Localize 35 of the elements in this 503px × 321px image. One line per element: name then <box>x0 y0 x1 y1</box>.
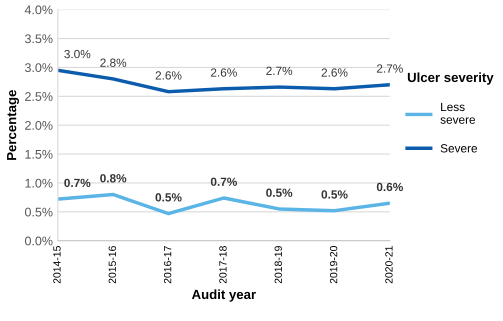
x-tick-label: 2019-20 <box>330 246 338 284</box>
data-label: 2.7% <box>266 66 292 75</box>
data-label: 0.5% <box>266 188 292 197</box>
data-label: 0.6% <box>376 182 403 192</box>
y-tick-label: 2.5% <box>25 92 53 101</box>
y-tick-label: 0.5% <box>24 208 53 217</box>
legend-label: Less severe <box>440 102 476 124</box>
data-label: 2.6% <box>322 68 348 77</box>
x-axis-title: Audit year <box>192 289 256 302</box>
y-tick-label: 2.0% <box>25 120 53 130</box>
x-tick-label: 2018-19 <box>274 246 282 284</box>
y-tick-label: 1.5% <box>25 150 53 159</box>
data-label: 0.7% <box>210 178 237 186</box>
y-tick-label: 1.0% <box>25 178 53 188</box>
x-tick-label: 2016-17 <box>164 246 172 284</box>
data-label: 0.8% <box>100 174 126 182</box>
y-axis-title: Percentage <box>7 90 19 160</box>
data-label: 0.7% <box>64 178 90 188</box>
x-tick-label: 2017-18 <box>219 246 227 284</box>
y-tick-label: 3.5% <box>24 34 53 44</box>
legend-title: Ulcer severity <box>408 72 494 85</box>
legend-label: Severe <box>440 144 478 153</box>
data-label: 2.6% <box>156 71 182 80</box>
x-tick-label: 2014-15 <box>53 246 61 284</box>
y-tick-label: 0.0% <box>24 236 53 246</box>
x-tick-label: 2015-16 <box>108 246 116 284</box>
data-label: 0.5% <box>322 190 348 199</box>
data-label: 2.8% <box>100 58 126 67</box>
x-tick-label: 2020-21 <box>385 246 393 284</box>
data-label: 2.6% <box>210 68 237 77</box>
data-label: 2.7% <box>376 64 403 73</box>
y-tick-label: 4.0% <box>24 5 53 14</box>
data-label: 3.0% <box>64 50 90 58</box>
y-tick-label: 3.0% <box>24 63 53 72</box>
data-label: 0.5% <box>156 193 182 202</box>
